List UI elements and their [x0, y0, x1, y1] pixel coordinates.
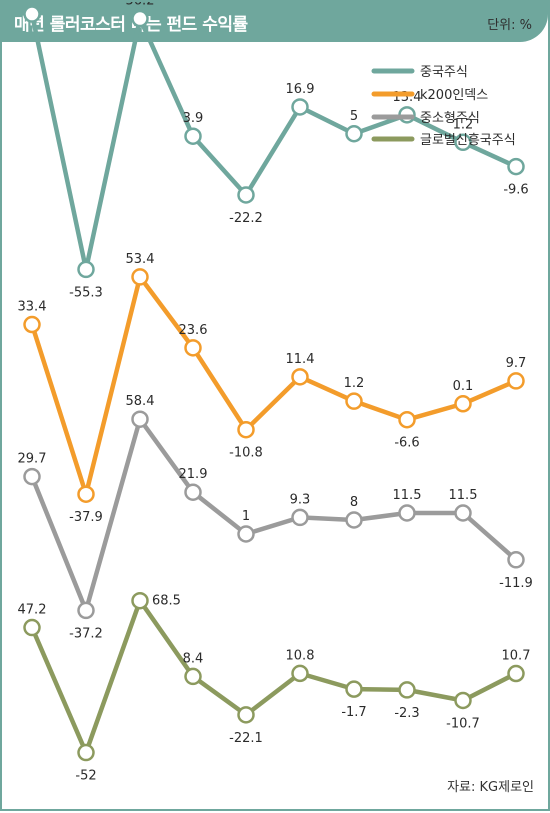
data-point-china [454, 133, 472, 152]
data-point-smallmid [184, 483, 202, 501]
data-point-global [77, 743, 95, 762]
data-point-global [345, 680, 363, 698]
data-label-china: 56.2 [126, 2, 155, 9]
data-label-global: -2.3 [394, 706, 419, 721]
data-label-global: -22.1 [229, 731, 263, 746]
data-point-smallmid [454, 504, 472, 522]
series-line-smallmid [29, 416, 519, 613]
data-label-global: -52 [75, 769, 96, 784]
data-point-global [237, 706, 255, 724]
data-label-china: 16.9 [286, 82, 315, 97]
data-point-k200 [398, 410, 416, 429]
legend-label: k200인덱스 [420, 88, 488, 103]
data-point-china [345, 125, 363, 143]
data-label-k200: -37.9 [69, 510, 103, 525]
data-label-smallmid: -37.2 [69, 626, 103, 641]
data-point-global [454, 691, 472, 710]
data-label-k200: 23.6 [179, 323, 208, 338]
data-label-k200: 11.4 [286, 352, 315, 367]
data-label-k200: 9.7 [506, 356, 527, 371]
chart-title: 매년 롤러코스터 타는 펀드 수익률 [14, 15, 248, 35]
data-point-k200 [507, 372, 525, 390]
data-point-k200 [131, 268, 149, 286]
data-label-china: -55.3 [69, 285, 103, 300]
legend-label: 중소형주식 [420, 111, 480, 126]
data-point-global [398, 681, 416, 699]
data-label-china: 58.2 [18, 2, 47, 4]
data-point-smallmid [77, 601, 95, 620]
data-label-smallmid: 21.9 [179, 467, 208, 482]
data-point-smallmid [131, 410, 149, 428]
legend-label: 중국주식 [420, 65, 468, 80]
data-label-global: 8.4 [183, 651, 204, 666]
data-point-global [184, 667, 202, 686]
data-label-china: 5 [350, 109, 358, 124]
data-point-global [131, 591, 149, 610]
data-point-smallmid [237, 525, 255, 543]
unit-label: 단위: % [487, 18, 532, 33]
series-line-global [29, 598, 519, 755]
legend-label: 글로벌신흥국주식 [420, 133, 516, 148]
data-label-global: -10.7 [446, 716, 480, 731]
data-label-global: 10.8 [286, 648, 315, 663]
data-point-global [291, 664, 309, 683]
data-label-smallmid: 11.5 [449, 488, 478, 503]
data-point-china [23, 5, 41, 23]
data-label-smallmid: 11.5 [393, 488, 422, 503]
data-point-smallmid [507, 551, 525, 569]
data-label-k200: -6.6 [394, 436, 419, 451]
series-k200: 33.4 -37.9 53.4 23.6 -10.8 11.4 1.2 -6.6 0.1 9.7 [18, 252, 527, 525]
data-point-k200 [291, 368, 309, 386]
data-point-china [131, 9, 149, 28]
data-point-global [23, 618, 41, 637]
data-label-k200: -10.8 [229, 446, 263, 461]
series-line-k200 [29, 274, 519, 497]
series-global: 47.2 -52 68.5 8.4 -22.1 10.8 -1.7 -2.3 -10.7 10.7 [18, 591, 531, 784]
data-point-smallmid [398, 504, 416, 522]
data-label-smallmid: 58.4 [126, 394, 155, 409]
data-point-k200 [23, 315, 41, 334]
data-label-smallmid: 29.7 [18, 452, 47, 467]
data-label-china: -22.2 [229, 211, 263, 226]
data-point-smallmid [291, 508, 309, 527]
data-label-global: 47.2 [18, 603, 47, 618]
data-point-china [184, 127, 202, 145]
title-bar: 매년 롤러코스터 타는 펀드 수익률 [2, 2, 548, 42]
data-label-china: 1.2 [453, 117, 474, 132]
data-label-smallmid: 9.3 [290, 492, 311, 507]
data-point-china [237, 186, 255, 204]
source-note: 자료: KG제로인 [447, 780, 534, 795]
data-point-china [507, 157, 525, 176]
data-point-smallmid [23, 467, 41, 486]
series-line-china [29, 11, 519, 272]
data-label-global: 10.7 [502, 649, 531, 664]
data-label-china: -9.6 [503, 183, 528, 198]
data-label-smallmid: 1 [242, 509, 250, 524]
data-label-k200: 53.4 [126, 252, 155, 267]
data-label-k200: 1.2 [344, 376, 365, 391]
data-label-global: -1.7 [341, 705, 366, 720]
data-point-china [291, 98, 309, 116]
data-label-china: 3.9 [183, 111, 204, 126]
data-label-smallmid: -11.9 [499, 576, 533, 591]
data-point-k200 [77, 485, 95, 503]
data-label-global: 68.5 [152, 594, 181, 609]
data-point-global [507, 664, 525, 683]
data-point-smallmid [345, 511, 363, 529]
data-label-smallmid: 8 [350, 495, 358, 510]
data-point-k200 [345, 392, 363, 410]
data-label-k200: 33.4 [18, 300, 47, 315]
data-point-k200 [184, 339, 202, 357]
series-smallmid: 29.7 -37.2 58.4 21.9 1 9.3 8 11.5 11.5 -11.9 [18, 394, 533, 641]
data-label-k200: 0.1 [453, 379, 474, 394]
data-point-china [77, 260, 95, 279]
data-point-k200 [454, 395, 472, 413]
data-point-k200 [237, 420, 255, 439]
